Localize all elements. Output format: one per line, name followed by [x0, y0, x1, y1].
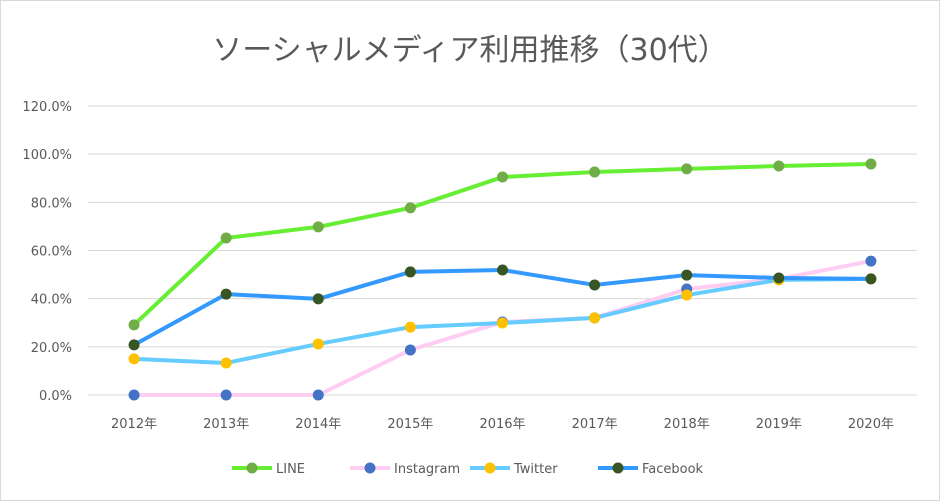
data-point-facebook — [404, 266, 416, 278]
legend-marker-instagram — [364, 462, 376, 474]
data-point-twitter — [128, 353, 140, 365]
chart-title: ソーシャルメディア利用推移（30代） — [212, 33, 727, 68]
legend-label-twitter: Twitter — [513, 462, 558, 477]
data-point-facebook — [773, 272, 785, 284]
x-tick-label: 2013年 — [203, 417, 249, 432]
y-tick-label: 100.0% — [22, 148, 72, 163]
data-point-twitter — [404, 321, 416, 333]
data-point-facebook — [128, 339, 140, 351]
x-tick-label: 2014年 — [295, 417, 341, 432]
y-tick-label: 0.0% — [39, 389, 72, 404]
data-point-twitter — [497, 317, 508, 329]
legend-label-line: LINE — [276, 462, 305, 477]
data-point-instagram — [312, 389, 324, 401]
data-point-facebook — [589, 279, 601, 291]
y-tick-label: 120.0% — [22, 100, 72, 115]
x-tick-label: 2012年 — [111, 417, 157, 432]
data-point-facebook — [497, 264, 508, 276]
data-point-line — [773, 160, 785, 172]
data-point-twitter — [589, 312, 601, 324]
data-point-line — [681, 163, 693, 175]
data-point-instagram — [865, 255, 877, 267]
data-point-line — [404, 202, 416, 214]
data-point-facebook — [865, 273, 877, 285]
data-point-instagram — [220, 389, 232, 401]
y-tick-label: 20.0% — [31, 341, 72, 356]
legend-label-facebook: Facebook — [642, 462, 704, 477]
data-point-twitter — [312, 338, 324, 350]
data-point-line — [497, 171, 508, 183]
data-point-instagram — [128, 389, 140, 401]
data-point-twitter — [681, 289, 693, 301]
legend-marker-twitter — [484, 462, 496, 474]
x-tick-label: 2016年 — [479, 417, 525, 432]
y-tick-label: 80.0% — [31, 196, 72, 211]
data-point-line — [312, 221, 324, 233]
data-point-facebook — [220, 288, 232, 300]
data-point-facebook — [312, 293, 324, 305]
y-tick-label: 60.0% — [31, 245, 72, 260]
x-tick-label: 2015年 — [387, 417, 433, 432]
data-point-line — [128, 319, 140, 331]
legend-label-instagram: Instagram — [394, 462, 460, 477]
series-line-line — [132, 162, 871, 327]
data-point-line — [220, 232, 232, 244]
x-tick-label: 2019年 — [756, 417, 802, 432]
x-tick-label: 2020年 — [848, 417, 894, 432]
data-point-instagram — [404, 344, 416, 356]
x-tick-label: 2018年 — [664, 417, 710, 432]
y-tick-label: 40.0% — [31, 293, 72, 308]
data-point-line — [589, 166, 601, 178]
data-point-twitter — [220, 357, 232, 369]
x-tick-label: 2017年 — [572, 417, 618, 432]
legend-marker-facebook — [612, 462, 624, 474]
legend-marker-line — [246, 462, 258, 474]
data-point-line — [865, 158, 877, 170]
data-point-facebook — [681, 269, 693, 281]
